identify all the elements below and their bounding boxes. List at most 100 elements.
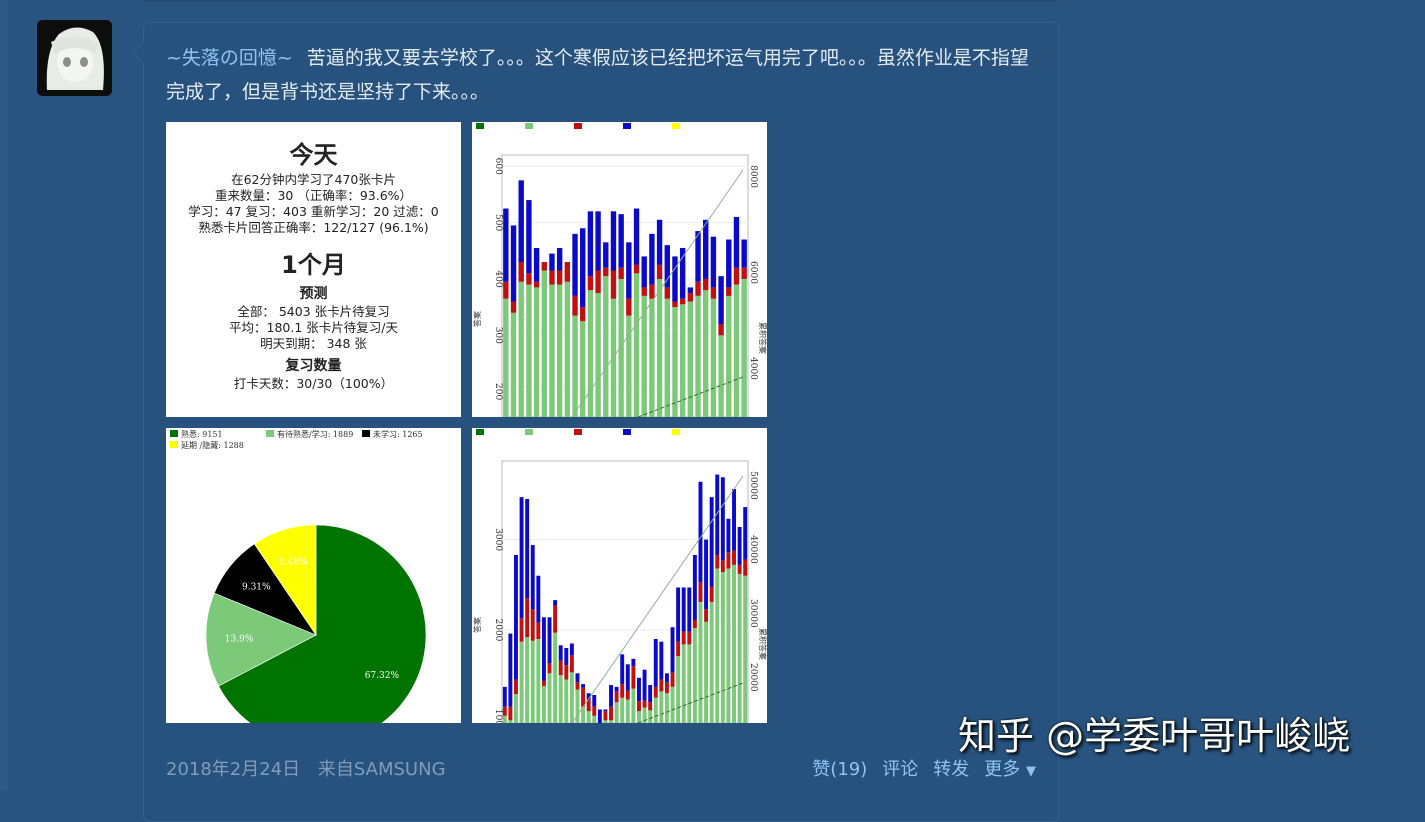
- y-axis-label: 答案: [472, 311, 482, 327]
- y-tick-label: 600: [493, 158, 503, 175]
- bar-learn: [530, 545, 535, 610]
- bar-relearn: [737, 564, 742, 574]
- bar-young: [581, 706, 586, 723]
- bar-learn: [626, 242, 632, 299]
- like-button[interactable]: 赞(19): [812, 759, 868, 780]
- y2-axis-label: 累积答案: [758, 322, 767, 354]
- comment-button[interactable]: 评论: [882, 759, 919, 780]
- bar-young: [659, 691, 664, 723]
- y2-tick-label: 4000: [748, 357, 758, 380]
- bar-relearn: [536, 622, 541, 639]
- bar-young: [541, 685, 546, 723]
- bar-learn: [648, 685, 653, 703]
- bar-relearn: [692, 620, 697, 629]
- forward-button[interactable]: 转发: [933, 759, 970, 780]
- bar-relearn: [526, 273, 532, 285]
- legend-swatch: [266, 430, 274, 437]
- bar-relearn: [525, 598, 530, 638]
- bar-young: [676, 656, 681, 723]
- bar-young: [718, 335, 724, 417]
- bar-young: [508, 720, 513, 723]
- author-link[interactable]: ~失落の回憶~: [166, 47, 293, 69]
- bar-relearn: [664, 682, 669, 694]
- bar-learn: [618, 214, 624, 268]
- bar-young: [737, 573, 742, 723]
- bar-young: [519, 641, 524, 723]
- bar-learn: [698, 481, 703, 583]
- bar-young: [609, 720, 613, 723]
- avatar-anime-icon: [37, 20, 112, 96]
- bar-young: [580, 321, 586, 417]
- bar-relearn: [676, 641, 681, 657]
- stats-line: 熟悉卡片回答正确率：122/127 (96.1%): [198, 220, 429, 235]
- bar-learn: [575, 673, 580, 683]
- bar-young: [526, 284, 532, 417]
- post-content: ~失落の回憶~ 苦逼的我又要去学校了。。。这个寒假应该已经把坏运气用完了吧。。。虽…: [166, 41, 1046, 109]
- bar-relearn: [541, 680, 546, 686]
- y2-tick-label: 6000: [748, 261, 758, 284]
- bar-young: [595, 293, 601, 417]
- bar-relearn: [610, 270, 617, 299]
- bar-learn: [726, 239, 732, 288]
- bar-learn: [681, 587, 686, 632]
- bar-learn: [519, 497, 524, 619]
- stats-line: 平均：180.1 张卡片待复习/天: [229, 320, 398, 335]
- post-image-bar-chart-year[interactable]: 1000 2000 3000 答案 累积答案 20000 30000 40000 50000: [472, 428, 767, 723]
- bar-learn: [526, 200, 532, 274]
- bar-young: [687, 301, 694, 417]
- bar-learn: [597, 709, 602, 723]
- bar-learn: [670, 627, 675, 673]
- pie-slice: [218, 524, 427, 723]
- y-tick-label: 500: [493, 214, 503, 231]
- bar-young: [625, 699, 630, 723]
- legend-label: 有待熟悉/学习: 1889: [277, 429, 353, 439]
- legend-swatch: [525, 123, 533, 129]
- y2-axis-label: 累积答案: [758, 628, 767, 660]
- bar-relearn: [631, 666, 636, 689]
- pie-label: 9.48%: [279, 557, 308, 567]
- bar-relearn: [592, 706, 597, 716]
- bar-learn: [503, 208, 509, 282]
- bar-relearn: [637, 701, 641, 712]
- bar-young: [586, 711, 591, 723]
- bar-learn: [564, 648, 569, 666]
- bar-young: [587, 290, 594, 417]
- bar-relearn: [580, 307, 586, 322]
- more-button[interactable]: 更多 ▼: [984, 755, 1036, 781]
- bar-learn: [610, 211, 617, 271]
- bar-learn: [709, 497, 714, 587]
- bar-learn: [614, 686, 619, 692]
- bar-young: [715, 568, 720, 723]
- legend-swatch: [574, 429, 582, 435]
- bar-young: [631, 688, 636, 723]
- pie-label: 9.31%: [242, 582, 271, 592]
- bar-relearn: [553, 605, 558, 633]
- bar-learn: [720, 477, 725, 561]
- bar-learn: [641, 256, 647, 288]
- bar-relearn: [533, 281, 540, 288]
- bar-learn: [687, 287, 694, 294]
- post-image-pie-chart[interactable]: 熟悉: 9151 有待熟悉/学习: 1889 未学习: 1265 延期 /隐藏: 12…: [166, 428, 461, 723]
- bar-relearn: [649, 284, 655, 299]
- avatar[interactable]: [37, 20, 112, 96]
- bar-relearn: [698, 582, 703, 602]
- bar-young: [556, 284, 563, 417]
- post-card: ~失落の回憶~ 苦逼的我又要去学校了。。。这个寒假应该已经把坏运气用完了吧。。。虽…: [131, 22, 1059, 822]
- bar-young: [656, 278, 663, 417]
- bar-young: [681, 644, 686, 723]
- bar-relearn: [586, 699, 591, 712]
- bar-relearn: [695, 281, 701, 296]
- bar-young: [672, 307, 678, 417]
- bar-young: [732, 564, 736, 723]
- post-image-bar-chart-month[interactable]: 200 300 400 500 600 答案 累积答案 4000 6000 8000: [472, 122, 767, 417]
- bar-learn: [525, 498, 530, 599]
- post-image-stats[interactable]: 今天 在62分钟内学习了470张卡片 重来数量：30 （正确率：93.6%） 学…: [166, 122, 461, 417]
- legend-swatch: [476, 123, 484, 129]
- bar-relearn: [704, 609, 709, 622]
- bar-young: [564, 281, 571, 417]
- bar-relearn: [503, 281, 509, 299]
- bar-relearn: [656, 264, 663, 279]
- post-date[interactable]: 2018年2月24日: [166, 759, 301, 780]
- stats-line: 在62分钟内学习了470张卡片: [231, 172, 396, 187]
- y-axis-label: 答案: [472, 617, 482, 633]
